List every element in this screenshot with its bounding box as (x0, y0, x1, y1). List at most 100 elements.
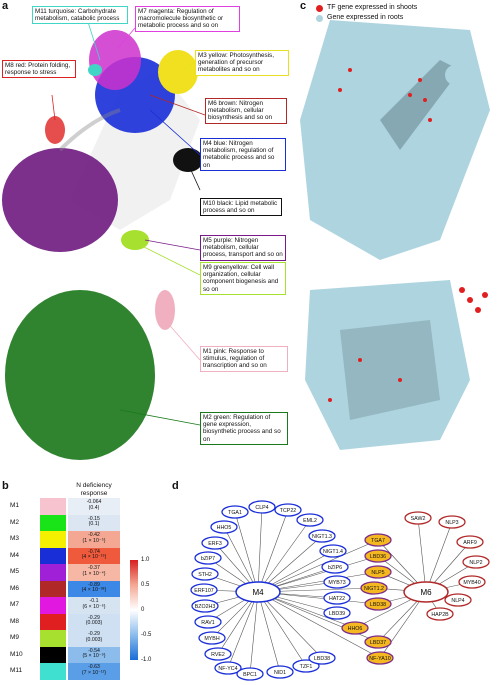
heat-pvalue: (0.003) (85, 636, 103, 643)
panel-letter-d: d (172, 480, 179, 492)
heat-value: -0.54 (88, 647, 100, 654)
gene-node (190, 583, 218, 597)
edge (223, 526, 259, 593)
gene-label: TCP22 (280, 508, 297, 514)
colorbar-tick: 1.0 (141, 557, 150, 563)
edge (227, 591, 259, 669)
edge (257, 591, 381, 659)
heat-value: -0.63 (88, 664, 100, 670)
gene-label: NLP3 (445, 520, 458, 526)
gene-label: NIGT1.2 (364, 586, 384, 592)
module-name: M1 (10, 502, 20, 509)
gene-label: LBD38 (314, 656, 330, 662)
heat-cell: -0.54 (5 × 10⁻⁹) (68, 646, 120, 663)
legend-dot-root (316, 15, 323, 22)
module-color-swatch (40, 613, 66, 630)
gene-label: STH2 (198, 572, 212, 578)
gene-node (308, 651, 336, 665)
edge (257, 591, 323, 659)
gene-node (458, 575, 486, 589)
cluster-magenta (89, 30, 141, 90)
gene-node (364, 635, 392, 649)
gene-node (426, 607, 454, 621)
heat-pvalue: (1 × 10⁻⁵) (82, 537, 106, 544)
gene-label: TGA7 (371, 538, 385, 544)
gene-node (341, 621, 369, 635)
heat-cell: -0.1 (6 × 10⁻⁶) (68, 597, 120, 614)
gene-label: TZF1 (300, 664, 313, 670)
gene-label: NIGT1.4 (323, 549, 343, 555)
heat-pvalue: (7 × 10⁻¹²) (81, 669, 107, 676)
gene-label: HAP2B (431, 612, 449, 618)
module-name: M8 (10, 617, 20, 625)
panel-b-title: N deficiency response (76, 482, 112, 497)
gene-label: MYB40 (463, 580, 480, 586)
module-name: M4 (10, 551, 20, 559)
label-m3: M3 yellow: Photosynthesis, generation of… (195, 50, 289, 76)
gene-node (323, 591, 351, 605)
legend-root-label: Gene expressed in roots (327, 14, 404, 21)
gene-label: HHO5 (217, 525, 232, 531)
gene-node (292, 659, 320, 673)
module-name: M11 (10, 667, 23, 674)
gene-label: EML2 (303, 518, 317, 524)
label-m11: M11 turquoise: Carbohydrate metabolism, … (32, 6, 128, 25)
module-color-swatch (40, 498, 66, 515)
edge (257, 591, 281, 673)
cluster-red (45, 116, 65, 144)
heat-cell: -0.74 (4 × 10⁻¹⁹) (68, 547, 120, 564)
label-m2: M2 green: Regulation of gene expression,… (200, 412, 288, 445)
heat-value: -0.15 (88, 515, 100, 522)
network-lower-c (305, 280, 488, 450)
heat-value: -0.74 (88, 548, 100, 555)
gene-node (204, 647, 232, 661)
heat-pvalue: (4 × 10⁻³⁸) (81, 587, 107, 594)
legend-tf-label: TF gene expressed in shoots (327, 4, 418, 11)
gene-node (191, 599, 219, 613)
edge (379, 591, 427, 659)
gene-node (364, 533, 392, 547)
gene-node (210, 520, 238, 534)
gene-label: MYB73 (328, 580, 345, 586)
gene-node (456, 535, 484, 549)
network-upper-a (2, 30, 203, 252)
module-name: M10 (10, 650, 23, 658)
edge (257, 591, 307, 667)
gene-label: NIGT1.3 (312, 534, 332, 540)
module-color-swatch (40, 580, 66, 597)
gene-node (296, 513, 324, 527)
heat-cell: -0.42 (1 × 10⁻⁵) (68, 531, 120, 548)
label-m7: M7 magenta: Regulation of macromolecule … (135, 6, 240, 32)
heat-pvalue: (1 × 10⁻⁴) (82, 570, 106, 577)
heat-cell: -0.064 (0.4) (68, 498, 120, 515)
gene-node (194, 615, 222, 629)
network-upper-c (300, 20, 490, 260)
gene-label: LBD38 (370, 602, 386, 608)
gene-label: SAW2 (411, 516, 426, 522)
gene-label: MYBH (204, 636, 219, 642)
module-name: M6 (10, 584, 20, 592)
label-m4: M4 blue: Nitrogen metabolism, regulation… (200, 138, 286, 171)
colorbar-tick: 0.5 (141, 582, 150, 588)
gene-label: ERF3 (208, 541, 222, 547)
colorbar-tick: 0 (141, 607, 145, 613)
heat-pvalue: (0.4) (88, 504, 100, 511)
colorbar-tick: -0.5 (141, 632, 152, 638)
module-color-swatch (40, 646, 66, 663)
heat-cell: -0.29 (0.003) (68, 613, 120, 630)
heat-pvalue: (4 × 10⁻¹⁹) (81, 554, 107, 561)
heat-cell: -0.29 (0.003) (68, 630, 120, 647)
gene-label: CLP4 (255, 505, 268, 511)
gene-node (364, 549, 392, 563)
panel-letter-b: b (2, 480, 9, 492)
gene-node (308, 529, 336, 543)
gene-label: LBD37 (370, 640, 386, 646)
legend-dot-tf (316, 5, 323, 12)
heat-value: -0.064 (86, 499, 102, 505)
colorbar-tick: -1.0 (141, 657, 152, 663)
heat-value: -0.42 (88, 532, 100, 538)
hub-node-left (235, 581, 281, 603)
heat-value: -0.29 (88, 614, 100, 621)
edge (249, 591, 259, 675)
